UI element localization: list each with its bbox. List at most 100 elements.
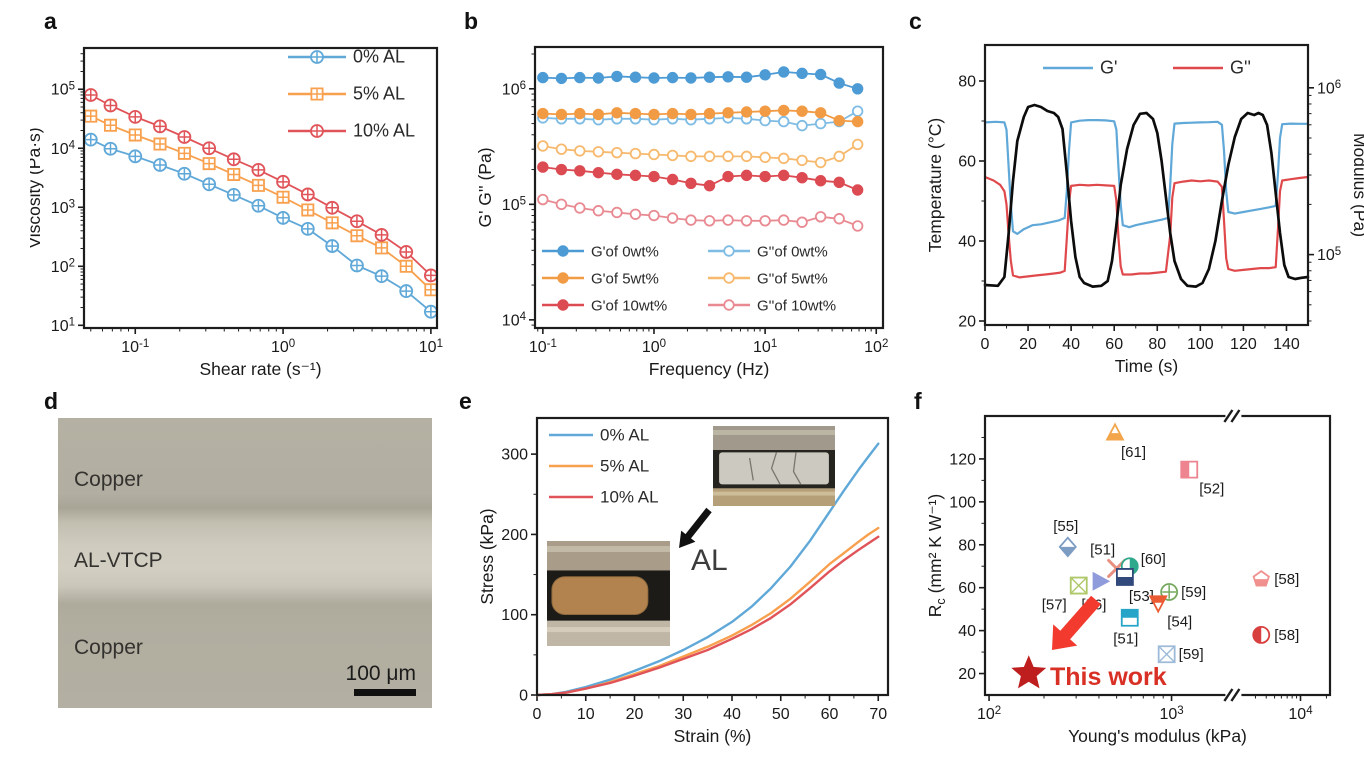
marker [723, 245, 735, 257]
svg-text:AL: AL [691, 544, 728, 577]
micrograph-image: Copper AL-VTCP Copper 100 μm [58, 418, 432, 708]
svg-text:10: 10 [577, 706, 595, 723]
marker [574, 202, 586, 214]
marker [833, 176, 845, 189]
marker [666, 149, 679, 162]
marker [851, 115, 864, 128]
marker [202, 157, 216, 171]
marker [374, 228, 389, 242]
marker [814, 107, 827, 119]
marker [1252, 569, 1270, 587]
svg-text:100: 100 [501, 607, 528, 624]
svg-text:G''of 0wt%: G''of 0wt% [757, 244, 828, 261]
marker [629, 208, 642, 220]
svg-text:10-1: 10-1 [121, 338, 149, 356]
inset-photo-cracked [713, 426, 835, 506]
marker [759, 69, 771, 81]
marker [722, 107, 734, 119]
marker [555, 163, 568, 176]
marker [851, 83, 864, 95]
marker [300, 222, 315, 236]
temperature-modulus-time-chart: 0 20 40 60 80 100 120 140 20 40 60 80 105 106 Modulus … [925, 43, 1364, 377]
marker [350, 214, 364, 229]
svg-text:G''of 10wt%: G''of 10wt% [757, 298, 836, 315]
svg-text:80: 80 [958, 537, 976, 554]
marker [325, 216, 339, 230]
svg-text:120: 120 [1230, 336, 1257, 353]
svg-text:10% AL: 10% AL [353, 121, 415, 141]
panel-a: a 10-1 100 101 101 102 103 104 105 Shear rate (s… [30, 8, 445, 380]
layer-label-copper-top: Copper [74, 468, 143, 491]
marker [1011, 655, 1047, 689]
layer-label-copper-bottom: Copper [74, 636, 143, 659]
marker [814, 156, 827, 169]
panel-b-letter: b [464, 8, 479, 34]
marker [796, 67, 808, 80]
marker [103, 141, 118, 156]
panel-d: d Copper AL-VTCP Copper 100 μm [30, 388, 460, 733]
svg-text:102: 102 [977, 705, 1001, 723]
marker [83, 88, 98, 102]
marker [759, 105, 771, 117]
svg-text:[58]: [58] [1274, 571, 1299, 588]
marker [814, 117, 827, 130]
svg-text:[61]: [61] [1121, 444, 1146, 461]
panel-a-letter: a [44, 8, 57, 34]
data-point-[59]: [59] [1160, 583, 1206, 601]
marker [350, 258, 364, 273]
marker [375, 241, 389, 255]
svg-text:20: 20 [1019, 336, 1037, 353]
thermal-resistance-scatter-chart: 102 103 104 20 40 60 80 100 120 Young's modulus (… [925, 409, 1332, 746]
marker [851, 220, 864, 232]
marker [759, 170, 771, 183]
marker [592, 146, 605, 158]
marker [648, 170, 660, 183]
marker [778, 214, 790, 226]
marker [301, 203, 315, 217]
svg-text:[52]: [52] [1199, 481, 1224, 498]
marker [629, 169, 642, 182]
svg-text:60: 60 [958, 154, 976, 171]
svg-text:[51]: [51] [1090, 541, 1115, 558]
marker [740, 71, 753, 83]
marker [251, 198, 266, 213]
marker [759, 215, 771, 227]
marker [177, 166, 192, 181]
svg-text:60: 60 [821, 706, 839, 723]
svg-text:40: 40 [723, 706, 741, 723]
data-point-[51]: [51] [1113, 608, 1139, 648]
axes: 0 20 40 60 80 100 120 140 20 40 60 80 105 106 Modulus … [925, 74, 1364, 377]
marker [424, 283, 438, 297]
svg-text:Young's modulus (kPa): Young's modulus (kPa) [1068, 726, 1247, 746]
svg-text:101: 101 [753, 338, 777, 356]
marker [833, 114, 845, 127]
layer-label-al-vtcp: AL-VTCP [74, 549, 163, 572]
marker [814, 211, 827, 223]
scale-bar: 100 μm [346, 662, 416, 696]
svg-text:100: 100 [271, 338, 295, 356]
marker [592, 72, 605, 84]
series-0% AL [535, 442, 880, 697]
svg-text:104: 104 [51, 140, 76, 158]
marker [722, 170, 734, 183]
svg-text:40: 40 [958, 623, 976, 640]
marker [611, 168, 623, 180]
marker [128, 109, 143, 124]
marker [226, 188, 241, 202]
svg-text:0% AL: 0% AL [353, 47, 405, 67]
marker [778, 115, 790, 128]
marker [104, 118, 118, 132]
modulus-frequency-chart: 10-1 100 101 102 104 105 106 Frequency (Hz) G' G… [475, 45, 888, 379]
svg-text:104: 104 [502, 311, 527, 329]
svg-text:104: 104 [1288, 705, 1313, 723]
series-Temperature [983, 103, 1310, 288]
panel-e: e 0 10 20 30 40 50 60 70 0 100 200 300 Strain (%) Str… [445, 388, 900, 760]
svg-text:70: 70 [869, 706, 887, 723]
svg-text:105: 105 [51, 81, 75, 99]
svg-text:This work: This work [1050, 663, 1167, 691]
marker [276, 211, 290, 225]
svg-text:106: 106 [1317, 79, 1341, 97]
marker [629, 107, 642, 120]
marker [648, 72, 660, 84]
marker [1058, 536, 1077, 558]
